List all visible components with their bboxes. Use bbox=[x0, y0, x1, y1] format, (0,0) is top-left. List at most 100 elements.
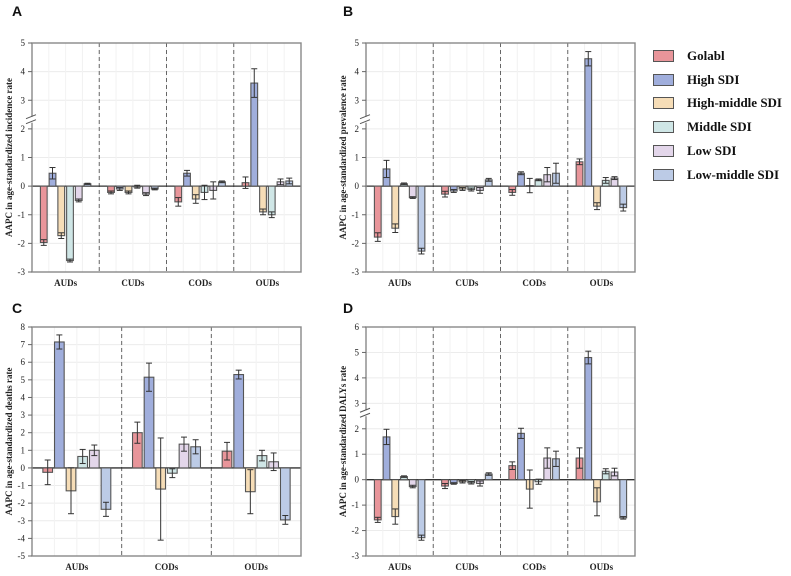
y-tick-label: 8 bbox=[21, 322, 26, 332]
y-tick-label: 1 bbox=[355, 153, 360, 163]
error-bar-auds-high-sdi bbox=[383, 428, 390, 446]
error-bar-cods-low-sdi bbox=[544, 167, 551, 183]
axis-break-mark bbox=[359, 114, 371, 120]
error-bar-cuds-low-sdi bbox=[476, 480, 483, 487]
error-bar-ouds-low-sdi bbox=[277, 178, 284, 186]
bar-auds-middle-sdi bbox=[66, 185, 74, 262]
category-label-cods: CODs bbox=[155, 562, 179, 572]
error-bar-auds-golabl bbox=[374, 232, 381, 242]
error-bar-cuds-high-middle-sdi bbox=[459, 479, 466, 484]
error-bar-ouds-middle-sdi bbox=[602, 177, 609, 184]
y-tick-label: -2 bbox=[352, 526, 360, 536]
bar-auds-golabl bbox=[39, 185, 48, 244]
error-bar-auds-low-middle-sdi bbox=[84, 182, 91, 185]
error-bar-auds-middle-sdi bbox=[66, 258, 73, 263]
axis-break-mark bbox=[25, 114, 37, 120]
legend-item-high-sdi[interactable]: High SDI bbox=[653, 68, 789, 92]
error-bar-ouds-low-middle-sdi bbox=[620, 516, 627, 520]
error-bar-cods-high-sdi bbox=[518, 427, 525, 439]
error-bar-ouds-golabl bbox=[576, 447, 583, 469]
error-bar-cods-low-sdi bbox=[180, 436, 187, 452]
legend-label-low-sdi: Low SDI bbox=[687, 143, 737, 159]
error-bar-cods-middle-sdi bbox=[169, 468, 176, 479]
error-bar-ouds-golabl bbox=[242, 176, 249, 189]
error-bar-cuds-high-sdi bbox=[116, 187, 123, 191]
error-bar-cods-low-middle-sdi bbox=[218, 180, 225, 184]
panel-d: D AUDs CUDs CODs OUDs -3 -2 -1 0 1 2 3 4 5 6 AAPC in ag… bbox=[338, 300, 636, 572]
legend-item-low-middle-sdi[interactable]: Low-middle SDI bbox=[653, 163, 789, 187]
legend-item-middle-sdi[interactable]: Middle SDI bbox=[653, 115, 789, 139]
bar-ouds-high-middle-sdi bbox=[259, 185, 267, 213]
error-bar-ouds-low-sdi bbox=[611, 467, 618, 477]
panel-c: C AUDs CODs OUDs -5 -4 -3 -2 -1 0 1 2 3 4 5 6 7 8 AAPC in … bbox=[4, 300, 302, 572]
bar-auds-low-middle-sdi bbox=[417, 479, 426, 539]
legend-label-high-middle-sdi: High-middle SDI bbox=[687, 95, 782, 111]
error-bar-ouds-golabl bbox=[576, 158, 583, 166]
legend-item-golabl[interactable]: Golabl bbox=[653, 44, 789, 68]
category-label-cods: CODs bbox=[522, 562, 546, 572]
bar-ouds-middle-sdi bbox=[267, 185, 276, 216]
axis-break-mark bbox=[359, 407, 371, 413]
y-tick-label: 3 bbox=[355, 398, 360, 408]
y-tick-label: 5 bbox=[355, 38, 360, 48]
y-tick-label: -1 bbox=[18, 210, 26, 220]
bar-auds-high-sdi bbox=[53, 341, 65, 469]
error-bar-cods-golabl bbox=[509, 461, 516, 470]
error-bar-cods-golabl bbox=[175, 197, 182, 207]
error-bar-auds-low-sdi bbox=[75, 198, 82, 203]
error-bar-ouds-middle-sdi bbox=[268, 211, 275, 219]
category-label-cods: CODs bbox=[522, 278, 546, 288]
error-bar-ouds-golabl bbox=[224, 441, 231, 461]
category-label-cuds: CUDs bbox=[455, 278, 478, 288]
y-tick-label: 1 bbox=[21, 445, 26, 455]
error-bar-cods-low-sdi bbox=[210, 181, 217, 200]
error-bar-ouds-low-sdi bbox=[270, 452, 277, 472]
error-bar-cuds-low-middle-sdi bbox=[485, 472, 492, 476]
error-bar-auds-low-middle-sdi bbox=[102, 501, 109, 517]
bar-auds-golabl bbox=[373, 185, 382, 238]
error-bar-cods-low-middle-sdi bbox=[552, 162, 559, 184]
y-tick-label: 7 bbox=[21, 340, 26, 350]
legend-item-high-middle-sdi[interactable]: High-middle SDI bbox=[653, 92, 789, 116]
category-label-ouds: OUDs bbox=[590, 278, 614, 288]
error-bar-cods-high-middle-sdi bbox=[157, 437, 164, 541]
error-bar-auds-middle-sdi bbox=[400, 182, 407, 186]
error-bar-cods-high-sdi bbox=[146, 362, 153, 392]
error-bar-cuds-middle-sdi bbox=[468, 187, 475, 192]
y-tick-label: 2 bbox=[21, 428, 26, 438]
error-bar-cods-low-middle-sdi bbox=[552, 450, 559, 467]
legend-label-high-sdi: High SDI bbox=[687, 71, 740, 87]
y-tick-label: 3 bbox=[355, 95, 360, 105]
y-tick-label: -2 bbox=[18, 498, 26, 508]
y-tick-label: -1 bbox=[352, 500, 360, 510]
error-bar-cods-middle-sdi bbox=[535, 178, 542, 182]
error-bar-cuds-high-sdi bbox=[450, 189, 457, 193]
y-tick-label: 0 bbox=[355, 181, 360, 191]
bar-auds-low-middle-sdi bbox=[417, 185, 426, 252]
error-bar-cods-middle-sdi bbox=[535, 478, 542, 485]
error-bar-cuds-middle-sdi bbox=[134, 184, 141, 189]
legend-item-low-sdi[interactable]: Low SDI bbox=[653, 139, 789, 163]
bar-cods-high-sdi bbox=[517, 172, 525, 187]
error-bar-ouds-high-sdi bbox=[585, 350, 592, 365]
error-bar-ouds-high-middle-sdi bbox=[594, 202, 601, 211]
bar-ouds-high-sdi bbox=[584, 356, 593, 481]
y-tick-label: 5 bbox=[355, 347, 360, 357]
error-bar-cuds-middle-sdi bbox=[468, 480, 475, 485]
error-bar-auds-low-sdi bbox=[409, 484, 416, 489]
y-tick-label: -4 bbox=[18, 533, 26, 543]
category-label-cods: CODs bbox=[188, 278, 212, 288]
error-bar-auds-golabl bbox=[40, 239, 47, 246]
category-label-auds: AUDs bbox=[388, 562, 411, 572]
axis-break-gap bbox=[26, 116, 36, 123]
axis-break-mark bbox=[25, 119, 37, 125]
axis-break-mark bbox=[359, 412, 371, 418]
error-bar-cods-low-middle-sdi bbox=[192, 439, 199, 455]
y-tick-label: 0 bbox=[21, 463, 26, 473]
error-bar-cuds-golabl bbox=[442, 190, 449, 198]
error-bar-auds-high-middle-sdi bbox=[392, 508, 399, 525]
error-bar-ouds-high-middle-sdi bbox=[260, 208, 267, 216]
legend-label-golabl: Golabl bbox=[687, 47, 725, 63]
y-tick-label: 3 bbox=[21, 410, 26, 420]
